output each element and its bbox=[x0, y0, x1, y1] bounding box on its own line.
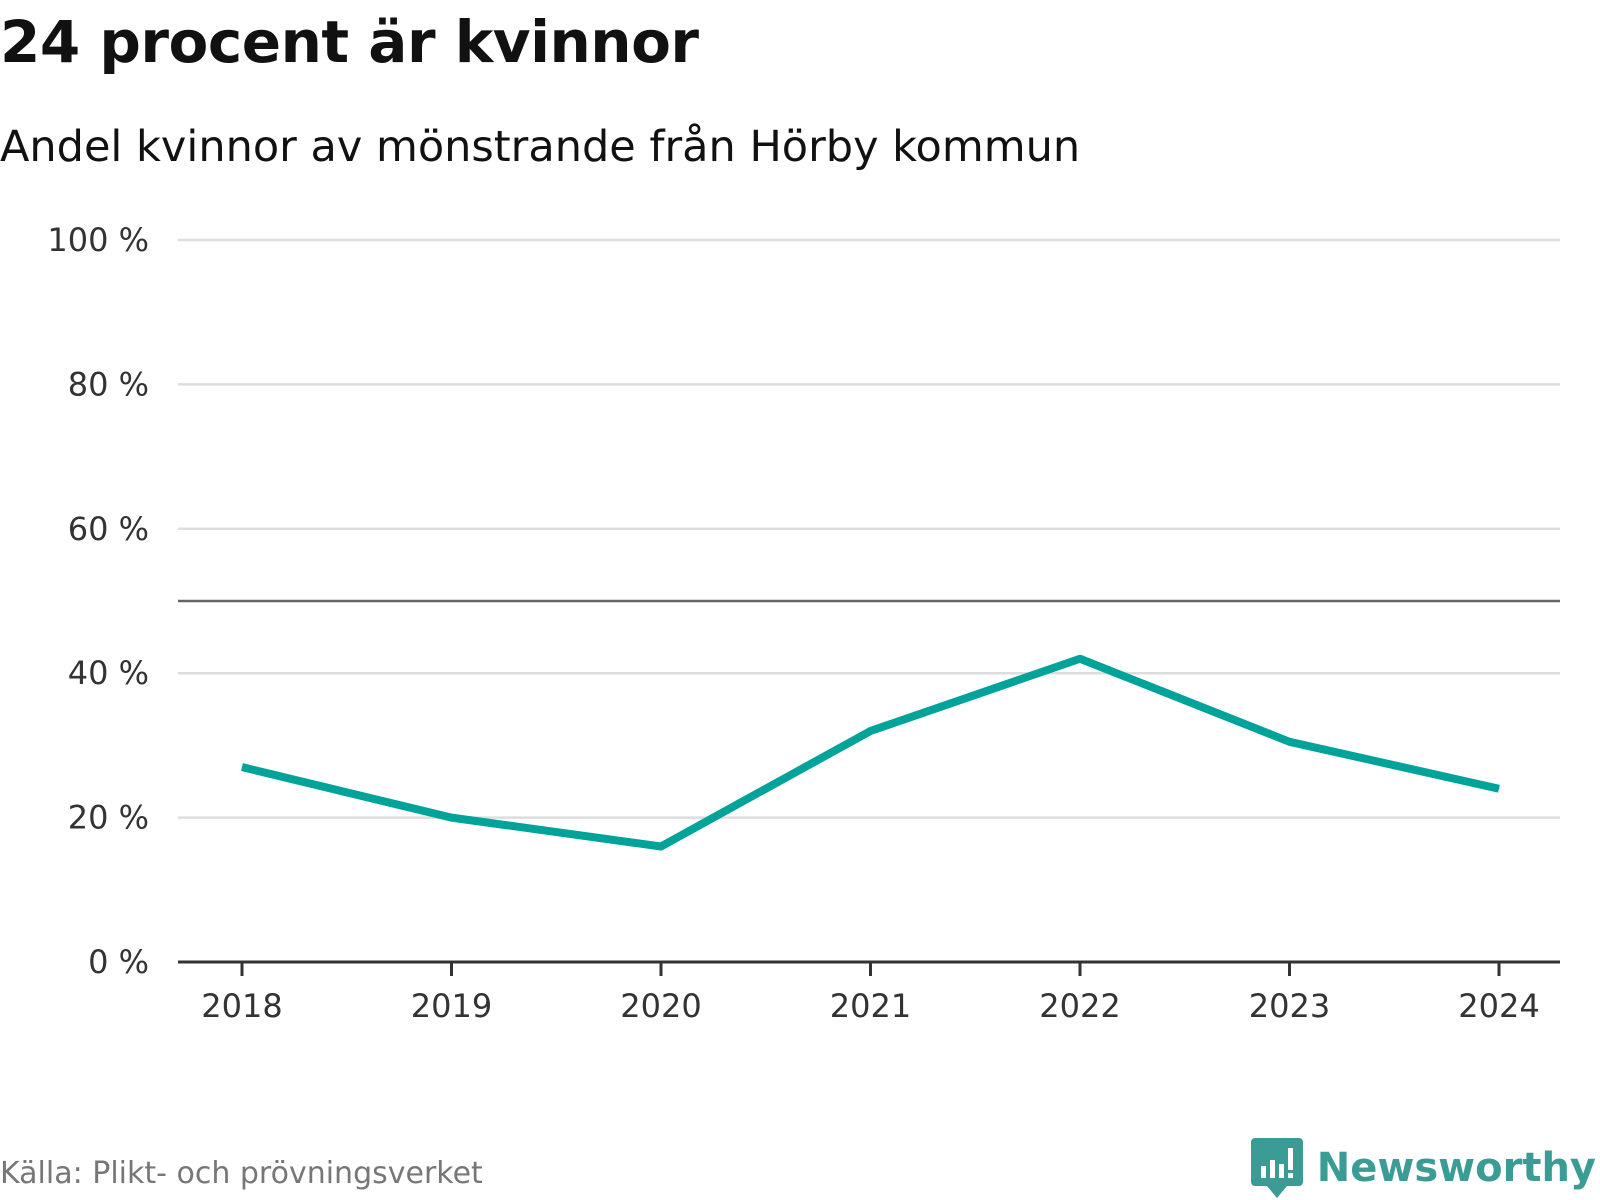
data-point bbox=[241, 766, 243, 768]
chart-title: 24 procent är kvinnor bbox=[0, 8, 699, 76]
x-tick-label: 2022 bbox=[1039, 987, 1120, 1025]
source-note: Källa: Plikt- och prövningsverket bbox=[0, 1156, 483, 1191]
y-tick-label: 0 % bbox=[88, 943, 149, 981]
y-tick-label: 80 % bbox=[68, 365, 149, 403]
y-tick-label: 100 % bbox=[47, 221, 149, 259]
data-point bbox=[660, 845, 662, 847]
data-point bbox=[870, 730, 871, 732]
data-point bbox=[1498, 788, 1500, 790]
y-axis-labels: 0 % 20 % 40 % 60 % 80 % 100 % bbox=[47, 221, 149, 981]
x-axis: 2018 2019 2020 2021 2022 2023 2024 bbox=[178, 960, 1560, 1025]
brand-name: Newsworthy bbox=[1316, 1145, 1596, 1191]
x-tick-label: 2021 bbox=[830, 987, 911, 1025]
x-tick-label: 2020 bbox=[620, 987, 701, 1025]
newsworthy-logo-icon bbox=[1250, 1138, 1303, 1198]
data-point bbox=[1079, 658, 1081, 660]
line-chart: 2018 2019 2020 2021 2022 2023 2024 0 % 20 % 40 %… bbox=[47, 221, 1560, 1025]
data-point bbox=[451, 817, 452, 819]
x-tick-label: 2023 bbox=[1249, 987, 1330, 1025]
chart-subtitle: Andel kvinnor av mönstrande från Hörby k… bbox=[0, 122, 1081, 172]
y-tick-label: 20 % bbox=[68, 799, 149, 837]
x-tick-label: 2018 bbox=[201, 987, 282, 1025]
brand-logo: Newsworthy bbox=[1250, 1138, 1596, 1198]
x-tick-label: 2024 bbox=[1458, 987, 1539, 1025]
y-tick-label: 60 % bbox=[68, 510, 149, 548]
data-point bbox=[1289, 741, 1290, 743]
series-group bbox=[241, 654, 1500, 851]
y-tick-label: 40 % bbox=[68, 654, 149, 692]
grid-lines bbox=[178, 238, 1560, 819]
x-tick-label: 2019 bbox=[411, 987, 492, 1025]
